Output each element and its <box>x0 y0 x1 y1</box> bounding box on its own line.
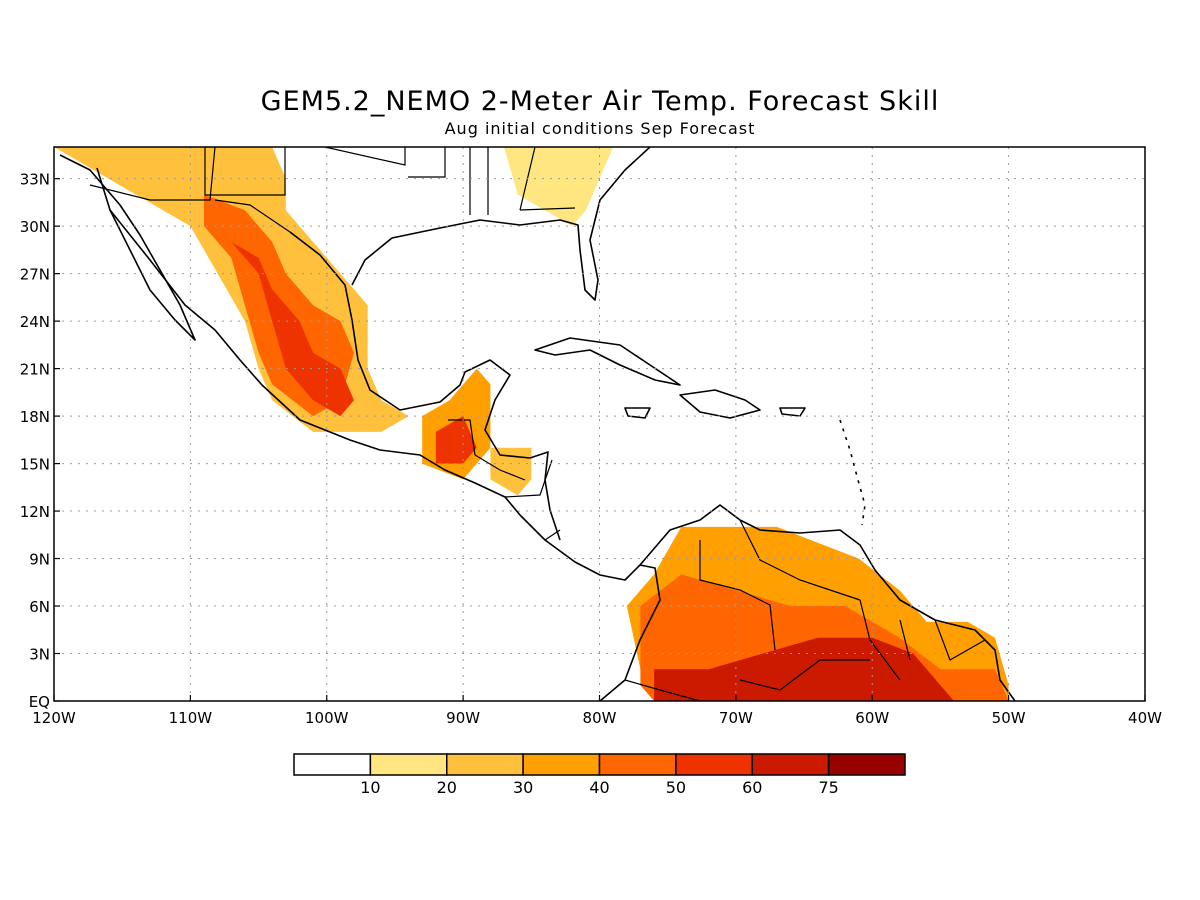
skill-regions <box>54 147 1009 701</box>
chart-title: GEM5.2_NEMO 2-Meter Air Temp. Forecast S… <box>260 86 940 117</box>
x-tick-label: 70W <box>719 709 753 727</box>
colorbar-swatch <box>751 753 830 776</box>
colorbar-label: 40 <box>589 778 609 797</box>
chart-subtitle: Aug initial conditions Sep Forecast <box>444 119 756 138</box>
colorbar-label: 10 <box>360 778 380 797</box>
colorbar-swatch <box>369 753 448 776</box>
y-tick-label: 33N <box>20 171 50 189</box>
colorbar-swatch <box>293 753 372 776</box>
y-tick-label: 21N <box>20 361 50 379</box>
y-tick-label: 12N <box>20 503 50 521</box>
x-tick-label: 60W <box>855 709 889 727</box>
region-mexico-west-hot <box>231 242 354 417</box>
x-tick-label: 80W <box>583 709 617 727</box>
x-tick-label: 90W <box>446 709 480 727</box>
colorbar-label: 50 <box>666 778 686 797</box>
y-tick-label: 9N <box>29 551 50 569</box>
x-tick-label: 110W <box>169 709 213 727</box>
x-tick-label: 40W <box>1128 709 1162 727</box>
colorbar-swatch <box>598 753 677 776</box>
region-se-us <box>504 147 614 227</box>
y-tick-label: 30N <box>20 218 50 236</box>
colorbar-swatch <box>675 753 753 776</box>
latitude-ticks: EQ 3N 6N 9N 12N 15N 18N 21N 24N 27N 30N 33N <box>20 171 60 711</box>
colorbar-swatch <box>522 753 601 776</box>
y-tick-label: EQ <box>29 693 50 711</box>
x-tick-label: 50W <box>992 709 1026 727</box>
colorbar-swatch <box>446 753 524 776</box>
colorbar: 10 20 30 40 50 60 75 <box>293 753 906 797</box>
colorbar-label: 30 <box>513 778 533 797</box>
y-tick-label: 18N <box>20 408 50 426</box>
region-honduras <box>490 447 532 496</box>
y-tick-label: 3N <box>29 646 50 664</box>
colorbar-label: 75 <box>818 778 838 797</box>
region-guatemala-hot <box>435 416 477 464</box>
y-tick-label: 6N <box>29 598 50 616</box>
y-tick-label: 27N <box>20 266 50 284</box>
y-tick-label: 24N <box>20 313 50 331</box>
x-tick-label: 120W <box>32 709 76 727</box>
colorbar-label: 60 <box>742 778 762 797</box>
x-tick-label: 100W <box>305 709 349 727</box>
political-borders <box>89 147 986 701</box>
longitude-ticks: 120W 110W 100W 90W 80W 70W 60W 50W 40W <box>32 695 1162 727</box>
y-tick-label: 15N <box>20 456 50 474</box>
graticule <box>54 147 1145 701</box>
colorbar-label: 20 <box>437 778 457 797</box>
colorbar-swatch <box>827 753 906 776</box>
